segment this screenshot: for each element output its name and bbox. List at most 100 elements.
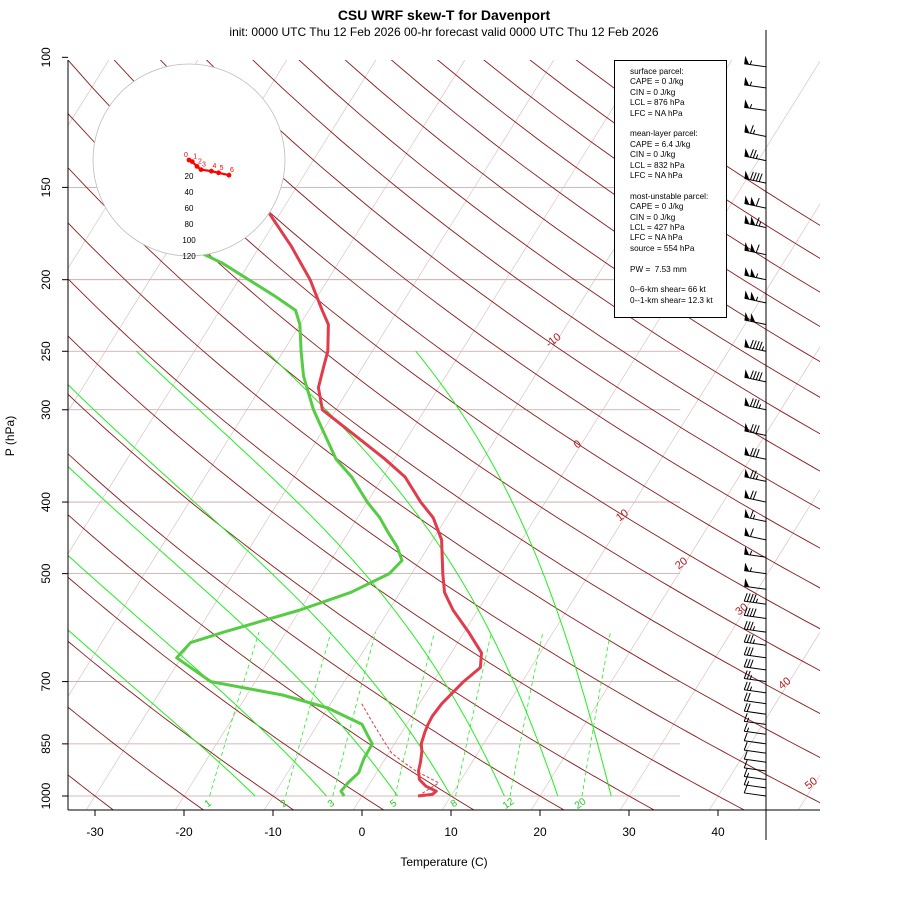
wind-barb	[744, 290, 767, 304]
barb-full	[743, 681, 748, 690]
y-tick-label: 300	[39, 399, 53, 419]
dry-adiabat-line	[68, 60, 820, 630]
barb-full	[743, 692, 748, 701]
isotherm-line	[68, 60, 377, 555]
isotherm-line	[530, 346, 820, 810]
wind-barb	[744, 170, 767, 184]
barb-half	[749, 60, 753, 65]
barb-full	[755, 172, 760, 182]
barb-half	[752, 626, 756, 631]
hodograph-height-label: 4	[212, 163, 216, 170]
barb-pennant	[744, 311, 750, 321]
barb-full	[749, 647, 754, 656]
wind-barb	[744, 369, 767, 383]
barb-full	[755, 244, 760, 253]
dry-adiabat-line	[68, 278, 820, 804]
x-tick-label: -10	[264, 825, 282, 839]
hodograph-height-label: 3	[202, 162, 206, 169]
barb-staff	[744, 654, 767, 659]
barb-full	[752, 149, 757, 159]
moist-adiabat-line	[68, 465, 398, 797]
dry-adiabat-line	[68, 335, 746, 810]
barb-full	[755, 371, 760, 380]
barb-staff	[744, 689, 767, 694]
barb-full	[749, 125, 754, 134]
barb-pennant	[750, 291, 756, 301]
wind-barb	[744, 527, 767, 541]
x-tick-label: 30	[622, 825, 636, 839]
dry-adiabat-line	[344, 60, 820, 398]
barb-staff	[744, 106, 767, 111]
hodograph-point	[198, 167, 204, 173]
wind-barb	[743, 620, 767, 633]
mixing-ratio-label: 5	[388, 798, 399, 810]
surface-parcel-header: surface parcel:	[630, 67, 684, 76]
chart-title: CSU WRF skew-T for Davenport	[338, 7, 551, 23]
barb-full	[743, 784, 748, 794]
isotherm-label: 0	[572, 438, 584, 451]
moist-adiabat-line	[68, 629, 256, 797]
barb-full	[743, 633, 748, 643]
barb-half	[746, 772, 750, 778]
hodograph: 20 40 60 80 100 120 0 12 3 4 5 6	[92, 63, 286, 261]
barb-pennant	[744, 578, 750, 587]
barb-staff	[744, 430, 767, 436]
wind-barb	[743, 692, 767, 705]
barb-pennant	[744, 55, 750, 65]
barb-full	[746, 646, 751, 656]
x-tick-label: -20	[175, 825, 193, 839]
barb-pennant	[744, 489, 750, 499]
barb-full	[749, 469, 754, 479]
barb-half	[749, 81, 753, 86]
barb-full	[758, 341, 763, 350]
dry-adiabat-line	[68, 222, 820, 758]
most-unstable-cape: CAPE = 0 J/kg	[630, 202, 684, 212]
dry-adiabat-line	[68, 393, 656, 810]
barb-half	[749, 567, 753, 572]
wind-barb	[744, 578, 767, 590]
barb-half	[755, 475, 759, 480]
isotherm-label: 10	[614, 507, 631, 524]
hodograph-point	[226, 172, 232, 178]
barb-full	[749, 370, 754, 379]
barb-half	[749, 550, 753, 556]
y-axis-label: P (hPa)	[3, 416, 17, 456]
barb-full	[749, 423, 754, 433]
barb-staff	[744, 570, 767, 575]
surface-cape: CAPE = 0 J/kg	[630, 77, 684, 87]
wind-barb	[744, 311, 767, 326]
barb-pennant	[744, 397, 750, 407]
barb-pennant	[744, 99, 750, 109]
y-tick-label: 200	[39, 269, 53, 289]
isotherm-line	[263, 60, 733, 810]
temperature-profile	[206, 72, 483, 798]
isotherm-line	[441, 203, 820, 810]
mixing-ratio-label: 8	[449, 798, 460, 810]
wind-barb	[743, 741, 767, 754]
barb-staff	[744, 585, 767, 590]
barb-full	[743, 741, 748, 751]
barb-pennant	[744, 214, 750, 225]
barb-full	[755, 341, 760, 350]
y-tick-label: 100	[39, 47, 53, 67]
barb-full	[743, 713, 748, 722]
barb-full	[743, 592, 748, 602]
barb-pennant	[744, 170, 750, 180]
barb-full	[743, 750, 748, 760]
barb-full	[752, 172, 757, 181]
wind-barb	[743, 592, 767, 605]
barb-staff	[744, 775, 767, 781]
barb-full	[749, 510, 754, 519]
mixing-ratio-line	[455, 632, 492, 797]
x-tick-label: -30	[86, 825, 104, 839]
barb-full	[743, 759, 748, 769]
wind-barb	[743, 776, 767, 789]
wind-barb	[743, 646, 767, 659]
barb-full	[749, 634, 754, 644]
moist-adiabat-line	[265, 350, 559, 797]
moist-adiabat-line	[415, 350, 612, 797]
moist-adiabat-line	[68, 384, 452, 797]
hodograph-height-label: 0	[184, 152, 188, 159]
barb-full	[752, 448, 757, 457]
barb-pennant	[744, 290, 750, 300]
